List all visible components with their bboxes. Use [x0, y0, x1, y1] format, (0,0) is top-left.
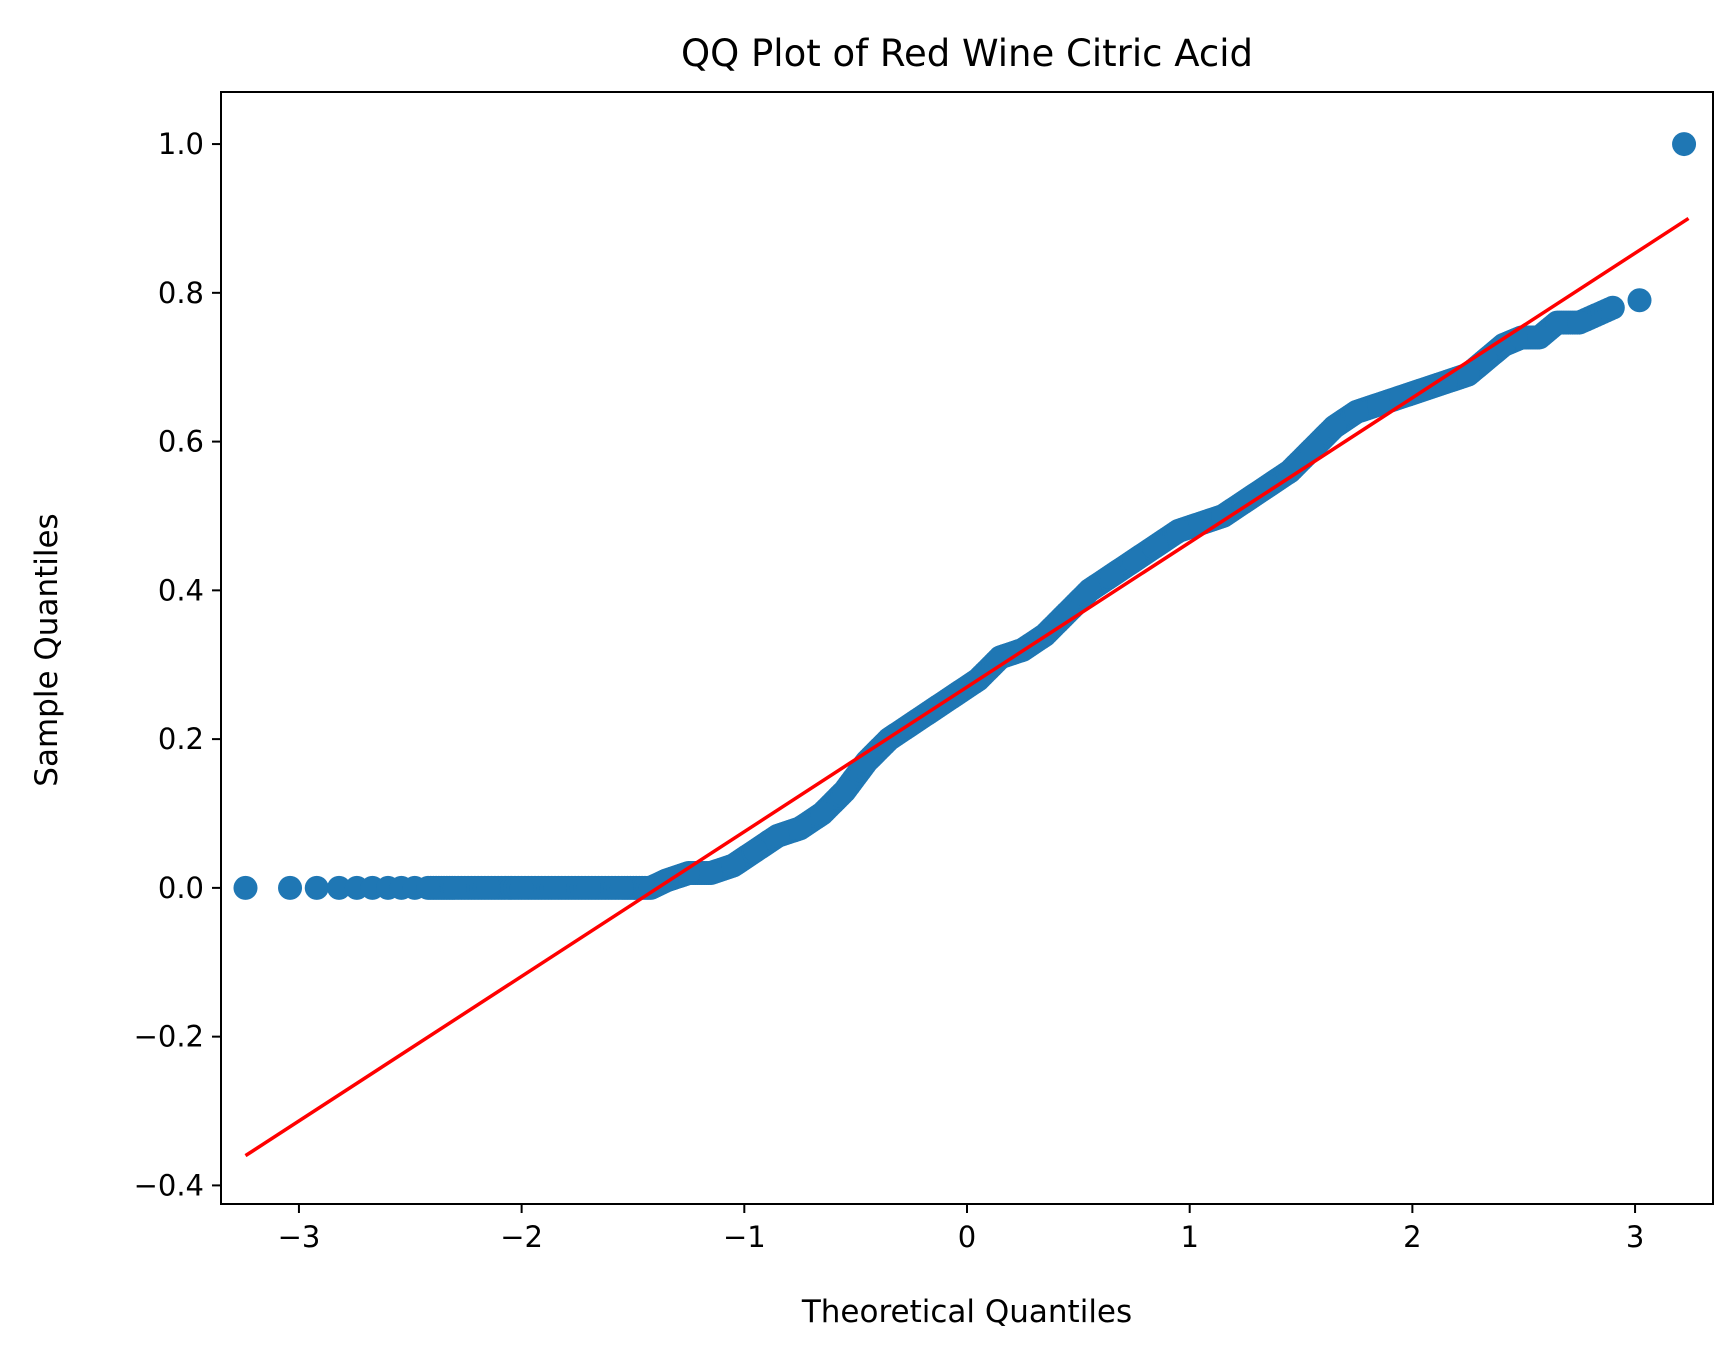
data-point [1456, 362, 1481, 387]
data-point [233, 875, 258, 900]
y-tick-label: 0.2 [158, 722, 204, 756]
data-point [476, 875, 501, 900]
data-point [543, 875, 568, 900]
data-point [1322, 414, 1347, 439]
y-axis-ticks: −0.4 −0.2 0.0 0.2 0.4 0.6 0.8 1.0 [134, 127, 221, 1202]
data-point [1277, 459, 1302, 484]
y-tick-label: −0.2 [134, 1020, 204, 1054]
data-point [676, 861, 701, 886]
data-point [743, 838, 768, 863]
x-tick-label: 2 [1403, 1220, 1421, 1254]
x-axis-ticks: −3 −2 −1 0 1 2 3 [278, 1204, 1644, 1254]
x-tick-label: −3 [278, 1220, 321, 1254]
chart-title: QQ Plot of Red Wine Citric Acid [681, 32, 1253, 75]
data-point [1527, 325, 1552, 350]
data-point [1366, 392, 1391, 417]
data-point [1122, 548, 1147, 573]
data-point [765, 823, 790, 848]
x-axis-title: Theoretical Quantiles [801, 1294, 1132, 1330]
data-point [442, 875, 467, 900]
x-tick-label: 0 [958, 1220, 976, 1254]
data-point [698, 861, 723, 886]
data-point [416, 875, 441, 900]
data-point [1233, 489, 1258, 514]
x-tick-label: 3 [1626, 1220, 1644, 1254]
y-axis-title: Sample Quantiles [29, 513, 65, 786]
data-point [1300, 437, 1325, 462]
y-tick-label: 0.6 [158, 425, 204, 459]
data-point [1255, 474, 1280, 499]
data-point [1344, 399, 1369, 424]
data-point [832, 779, 857, 804]
reference-line [244, 216, 1690, 1158]
data-point [1099, 563, 1124, 588]
data-point [509, 875, 534, 900]
data-point [1672, 132, 1697, 157]
data-point [576, 875, 601, 900]
data-point [1144, 533, 1169, 558]
x-tick-label: −2 [500, 1220, 543, 1254]
data-point [327, 875, 352, 900]
data-point [721, 853, 746, 878]
y-tick-label: 1.0 [158, 127, 204, 161]
x-tick-label: 1 [1180, 1220, 1198, 1254]
data-point [609, 875, 634, 900]
data-point [1627, 288, 1652, 313]
data-point [787, 816, 812, 841]
data-point [1433, 370, 1458, 395]
data-point [1545, 310, 1570, 335]
data-point [1077, 578, 1102, 603]
y-tick-label: 0.0 [158, 871, 204, 905]
data-point [278, 875, 303, 900]
y-tick-label: 0.8 [158, 276, 204, 310]
data-point [304, 875, 329, 900]
data-point [1600, 295, 1625, 320]
data-point [1211, 503, 1236, 528]
data-point [1166, 518, 1191, 543]
reference-line-overlay [244, 216, 1690, 1158]
x-tick-label: −1 [723, 1220, 766, 1254]
y-tick-label: −0.4 [134, 1168, 204, 1202]
data-point [810, 801, 835, 826]
y-tick-label: 0.4 [158, 573, 204, 607]
points-layer [233, 132, 1697, 900]
data-point [1567, 310, 1592, 335]
